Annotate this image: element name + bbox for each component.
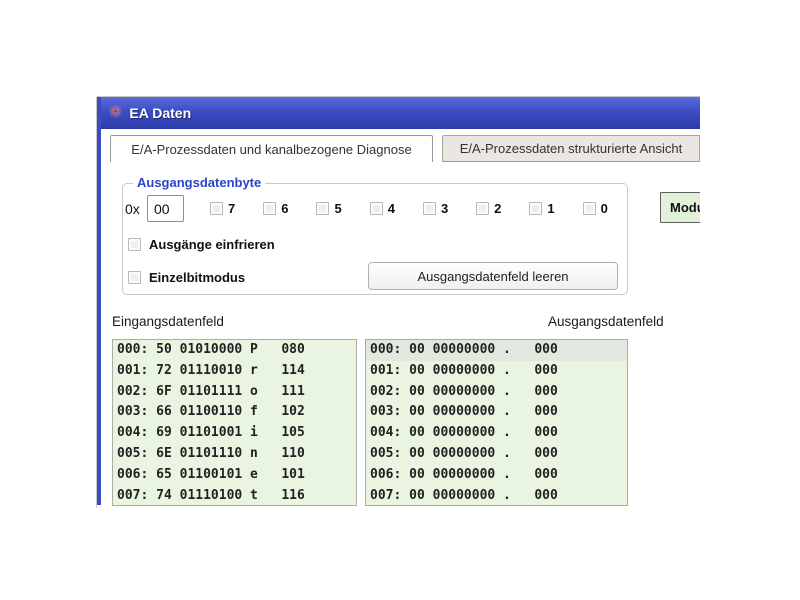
list-item[interactable]: 003: 66 01100110 f 102: [117, 404, 305, 420]
input-data-field-label: Eingangsdatenfeld: [112, 314, 224, 329]
list-item[interactable]: 002: 6F 01101111 o 111: [117, 383, 305, 399]
freeze-outputs-row: Ausgänge einfrieren: [128, 237, 275, 252]
bit-checkbox-4[interactable]: [369, 201, 383, 215]
bit-label-4: 4: [387, 200, 395, 216]
bit-checkbox-5[interactable]: [316, 201, 330, 215]
list-item[interactable]: 005: 00 00000000 . 000: [370, 445, 558, 461]
list-item[interactable]: 001: 72 01110010 r 114: [117, 362, 305, 378]
list-item[interactable]: 001: 00 00000000 . 000: [370, 362, 558, 378]
bit-checkbox-row: 7 6 5 4 3 2 1 0: [210, 198, 608, 218]
list-item[interactable]: 007: 00 00000000 . 000: [370, 487, 558, 503]
group-title: Ausgangsdatenbyte: [133, 175, 266, 190]
ea-daten-window: ✳ EA Daten E/A-Prozessdaten und kanalbez…: [97, 97, 700, 508]
bit-label-6: 6: [281, 200, 289, 216]
list-item[interactable]: 005: 6E 01101110 n 110: [117, 445, 305, 461]
bit-label-5: 5: [334, 200, 342, 216]
output-data-listbox[interactable]: 000: 00 00000000 . 000 001: 00 00000000 .…: [365, 339, 628, 506]
list-item[interactable]: 007: 74 01110100 t 116: [117, 487, 305, 503]
single-bit-mode-row: Einzelbitmodus: [128, 270, 245, 285]
titlebar[interactable]: ✳ EA Daten: [97, 97, 700, 129]
byte-value-input[interactable]: [147, 195, 184, 222]
window-title: EA Daten: [129, 105, 192, 121]
list-item[interactable]: 000: 50 01010000 P 080: [117, 342, 305, 357]
single-bit-mode-label[interactable]: Einzelbitmodus: [149, 270, 246, 285]
bit-checkbox-2[interactable]: [476, 201, 490, 215]
list-item[interactable]: 002: 00 00000000 . 000: [370, 383, 558, 399]
list-item[interactable]: 006: 65 01100101 e 101: [117, 466, 305, 482]
list-item[interactable]: 000: 00 00000000 . 000: [366, 340, 627, 361]
bit-checkbox-0[interactable]: [582, 201, 596, 215]
clear-output-field-button[interactable]: Ausgangsdatenfeld leeren: [368, 262, 618, 290]
output-data-field-label: Ausgangsdatenfeld: [548, 314, 664, 329]
bit-checkbox-3[interactable]: [422, 201, 436, 215]
app-icon[interactable]: ✳: [109, 104, 123, 121]
tab-io-prozessdaten-diagnose[interactable]: E/A-Prozessdaten und kanalbezogene Diagn…: [110, 135, 433, 162]
tab-io-prozessdaten-strukturiert[interactable]: E/A-Prozessdaten strukturierte Ansicht: [442, 135, 700, 162]
freeze-outputs-label[interactable]: Ausgänge einfrieren: [149, 237, 275, 252]
ausgangsdatenbyte-group: Ausgangsdatenbyte: [122, 175, 628, 295]
bit-label-2: 2: [494, 200, 502, 216]
bit-label-1: 1: [547, 200, 555, 216]
bit-checkbox-7[interactable]: [210, 201, 223, 215]
bit-label-3: 3: [440, 200, 449, 216]
bit-checkbox-6[interactable]: [263, 201, 277, 215]
tab-label: E/A-Prozessdaten strukturierte Ansicht: [459, 141, 683, 156]
hex-prefix-label: 0x: [125, 201, 140, 217]
tab-label: E/A-Prozessdaten und kanalbezogene Diagn…: [131, 141, 412, 157]
list-item[interactable]: 006: 00 00000000 . 000: [370, 466, 558, 482]
list-item[interactable]: 004: 69 01101001 i 105: [117, 425, 305, 441]
bit-label-0: 0: [600, 200, 608, 216]
bit-label-7: 7: [228, 200, 236, 216]
list-item[interactable]: 004: 00 00000000 . 000: [370, 425, 558, 441]
list-item[interactable]: 003: 00 00000000 . 000: [370, 404, 558, 420]
bit-checkbox-1[interactable]: [529, 201, 543, 215]
window-left-border: [97, 97, 101, 505]
freeze-outputs-checkbox[interactable]: [128, 238, 141, 251]
input-data-listbox[interactable]: 000: 50 01010000 P 080 001: 72 01110010 r…: [112, 339, 357, 506]
module-button[interactable]: Modu: [660, 192, 700, 223]
single-bit-mode-checkbox[interactable]: [128, 271, 141, 284]
